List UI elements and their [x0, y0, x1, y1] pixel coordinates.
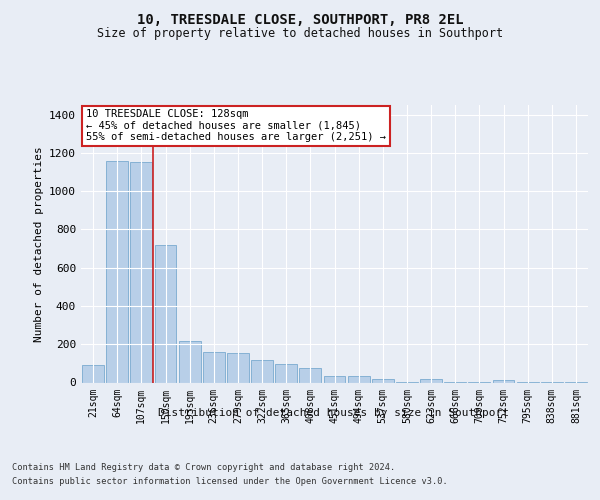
Y-axis label: Number of detached properties: Number of detached properties	[34, 146, 44, 342]
Text: Contains public sector information licensed under the Open Government Licence v3: Contains public sector information licen…	[12, 478, 448, 486]
Bar	[227, 353, 249, 382]
Text: Distribution of detached houses by size in Southport: Distribution of detached houses by size …	[158, 408, 509, 418]
Bar	[203, 352, 224, 382]
Bar	[82, 366, 104, 382]
Bar	[275, 364, 297, 382]
Bar	[420, 378, 442, 382]
Text: 10 TREESDALE CLOSE: 128sqm
← 45% of detached houses are smaller (1,845)
55% of s: 10 TREESDALE CLOSE: 128sqm ← 45% of deta…	[86, 109, 386, 142]
Bar	[323, 376, 346, 382]
Bar	[348, 376, 370, 382]
Bar	[155, 244, 176, 382]
Bar	[372, 378, 394, 382]
Bar	[106, 162, 128, 382]
Text: Contains HM Land Registry data © Crown copyright and database right 2024.: Contains HM Land Registry data © Crown c…	[12, 462, 395, 471]
Text: Size of property relative to detached houses in Southport: Size of property relative to detached ho…	[97, 28, 503, 40]
Bar	[179, 342, 200, 382]
Text: 10, TREESDALE CLOSE, SOUTHPORT, PR8 2EL: 10, TREESDALE CLOSE, SOUTHPORT, PR8 2EL	[137, 12, 463, 26]
Bar	[251, 360, 273, 382]
Bar	[493, 380, 514, 382]
Bar	[299, 368, 321, 382]
Bar	[130, 162, 152, 382]
